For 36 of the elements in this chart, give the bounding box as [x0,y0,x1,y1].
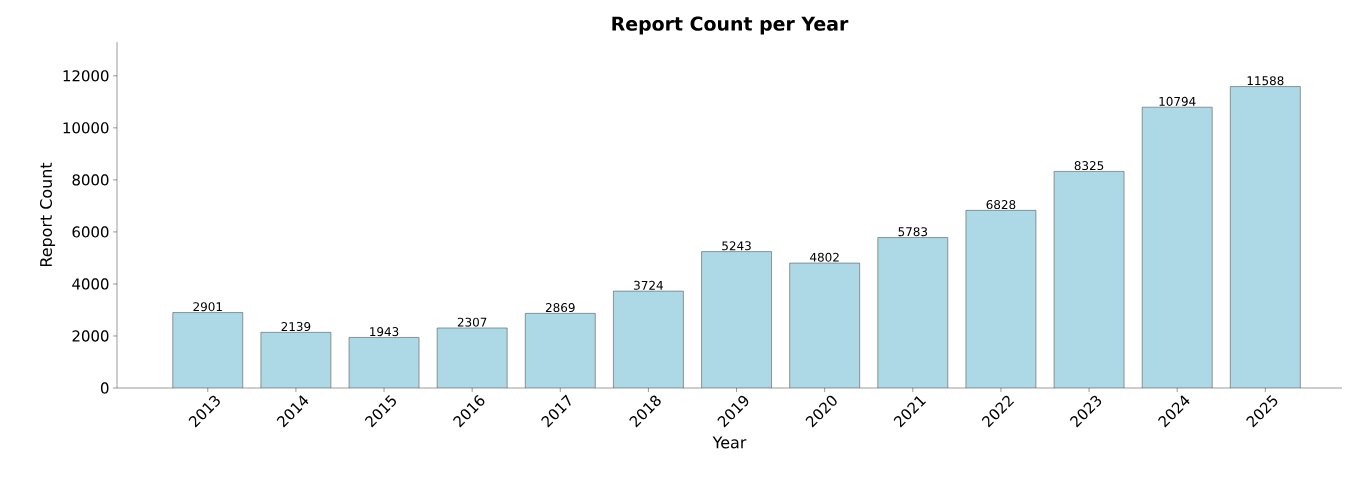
data-label: 11588 [1247,76,1284,86]
data-label: 4802 [810,252,839,262]
bar [1053,171,1125,388]
bar [524,313,596,388]
data-label: 2139 [281,322,311,332]
y-tick-label: 0 [100,382,109,394]
data-label: 5783 [898,227,928,237]
bar [877,237,949,388]
y-tick-label: 8000 [72,174,109,186]
data-label: 6828 [986,200,1016,210]
data-label: 2869 [545,303,575,313]
bar [613,290,684,388]
bar [789,262,860,388]
y-tick-label: 12000 [63,70,109,82]
bar [1141,106,1213,388]
data-label: 1943 [370,327,399,337]
chart-title: Report Count per Year [612,16,849,35]
y-tick-label: 4000 [72,278,109,290]
data-label: 2307 [457,317,487,327]
bar [348,337,420,388]
data-label: 3724 [634,280,663,290]
x-axis-title: Year [712,436,747,449]
y-tick-label: 6000 [72,226,109,238]
y-tick-label: 2000 [72,330,109,342]
data-label: 8325 [1074,161,1104,171]
data-label: 10794 [1159,96,1196,106]
data-label: 2901 [193,302,222,312]
bar [172,312,244,388]
bar [436,327,508,388]
bar [965,210,1037,388]
data-label: 5243 [722,241,751,251]
bar [1230,86,1301,388]
y-axis-title: Report Count [39,162,56,267]
y-tick-label: 10000 [63,122,109,134]
bar [260,332,332,388]
bar [701,251,772,388]
